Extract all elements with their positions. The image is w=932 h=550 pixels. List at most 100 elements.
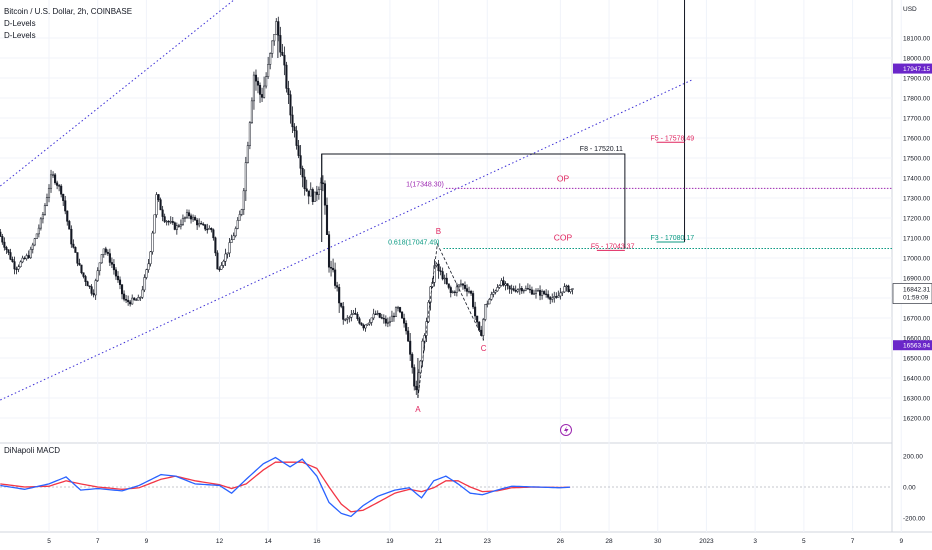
candle-body [413, 367, 416, 387]
price-tick-label: 17200.00 [903, 216, 930, 223]
candle-body [336, 285, 339, 288]
candle-body [185, 212, 189, 218]
time-axis[interactable]: 5 7 9 12 14 16 19 21 23 26 28 30 2023 3 5 7 9 [47, 538, 903, 545]
candle-body [415, 385, 418, 391]
price-tick-label: 17500.00 [903, 156, 930, 163]
candle-body [478, 321, 481, 331]
candle-body [512, 288, 515, 291]
candle-body [352, 312, 355, 315]
candle-body [198, 223, 201, 226]
candle-body [214, 237, 217, 254]
time-tick-label: 3 [753, 538, 757, 545]
price-tick-label: 16500.00 [903, 356, 930, 363]
time-tick-label: 30 [654, 538, 662, 545]
candle-body [78, 263, 81, 266]
candle-body [443, 277, 446, 280]
candle-body [364, 324, 367, 329]
candle-body [313, 191, 316, 202]
candle-body [539, 290, 542, 296]
macd-indicator-label[interactable]: DiNapoli MACD [4, 446, 61, 455]
candle-body [157, 194, 160, 200]
price-tag[interactable]: 17947.15 [893, 63, 932, 74]
candle-body [289, 94, 292, 116]
candle-body [256, 80, 260, 86]
price-tag[interactable]: 16563.94 [893, 340, 932, 351]
indicator-d-levels-2[interactable]: D-Levels [4, 31, 36, 40]
price-tick-label: 17600.00 [903, 136, 930, 143]
candle-body [17, 266, 20, 270]
price-tick-label: 16900.00 [903, 276, 930, 283]
candle-body [121, 284, 124, 295]
candle-body [350, 314, 353, 318]
candle-body [244, 162, 247, 192]
candle-body [368, 322, 371, 325]
candle-body [133, 297, 136, 300]
f5-lower-label: F5 - 17043.37 [591, 243, 635, 250]
price-axis[interactable]: 16200.00 16300.00 16400.00 16500.00 16600.00… [892, 6, 932, 523]
candle-body [522, 289, 525, 292]
channel-upper-line [0, 0, 235, 187]
candle-body [524, 288, 527, 291]
candle-body [66, 210, 69, 222]
indicator-d-levels-1[interactable]: D-Levels [4, 19, 36, 28]
candle-body [5, 247, 8, 250]
candle-body [441, 271, 444, 280]
candle-body [236, 220, 239, 229]
price-tick-label: 17700.00 [903, 116, 930, 123]
candle-body [194, 217, 197, 221]
candle-body [1, 236, 4, 243]
candle-body [110, 262, 113, 265]
candle-body [27, 255, 30, 258]
candle-body [196, 219, 199, 226]
candle-body [31, 244, 34, 250]
candle-body [411, 354, 414, 368]
candle-body [384, 318, 387, 324]
candle-body [388, 321, 391, 323]
candle-body [504, 283, 507, 286]
candle-body [295, 130, 298, 146]
candle-body [305, 188, 308, 192]
f5-upper-label: F5 - 17578.49 [651, 135, 695, 142]
candle-body [218, 268, 221, 271]
candle-body [338, 287, 341, 304]
candle-body [204, 224, 207, 230]
candle-body [177, 225, 180, 227]
candle-body [299, 155, 302, 169]
candle-body [86, 281, 89, 287]
candle-body [238, 214, 241, 221]
price-tag-bg [893, 340, 932, 351]
wave-label-c: C [481, 344, 487, 353]
candle-body [234, 228, 237, 237]
candle-body [267, 64, 270, 77]
macd-tick-label: 200.00 [903, 454, 923, 461]
time-tick-label: 5 [802, 538, 806, 545]
candle-body [269, 53, 272, 65]
candle-body [7, 249, 10, 253]
candle-body [467, 290, 471, 293]
candle-body [394, 307, 398, 317]
candle-body [492, 292, 495, 295]
candle-body [484, 304, 487, 320]
candle-body [58, 185, 61, 187]
candle-body [380, 317, 383, 319]
candle-body [502, 280, 505, 286]
macd-tick-label: 0.00 [903, 485, 916, 492]
candle-body [358, 318, 361, 324]
candle-body [84, 276, 87, 282]
candle-body [88, 285, 91, 287]
candle-body [401, 311, 404, 319]
candle-body [565, 285, 568, 287]
symbol-title[interactable]: Bitcoin / U.S. Dollar, 2h, COINBASE [4, 7, 133, 16]
time-tick-label: 19 [386, 538, 394, 545]
candle-body [571, 288, 574, 290]
candle-body [210, 227, 213, 231]
candle-body [346, 317, 349, 320]
candle-body [206, 228, 209, 231]
candle-body [520, 288, 523, 292]
candle-body [409, 340, 412, 355]
candle-body [52, 174, 55, 176]
candle-body [21, 257, 24, 263]
candle-body [171, 221, 174, 223]
